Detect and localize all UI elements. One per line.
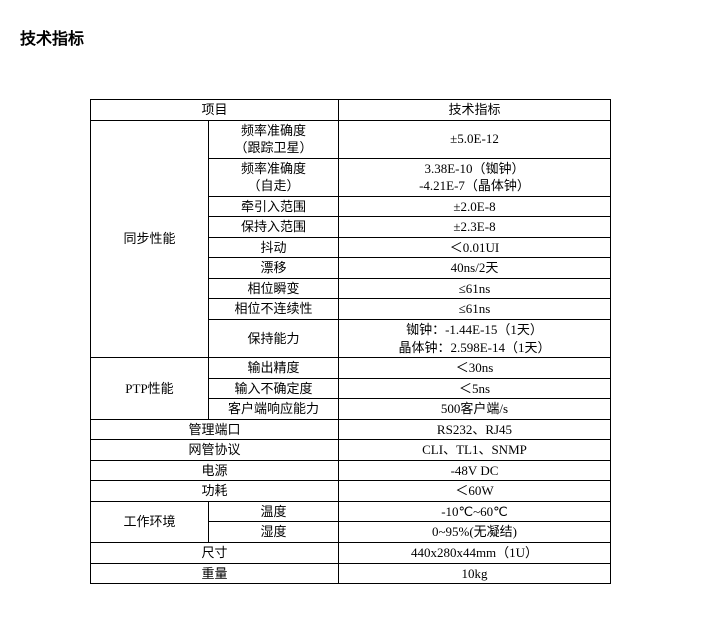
table-row: 工作环境 温度 -10℃~60℃: [90, 501, 610, 522]
cell-label: 输出精度: [208, 358, 338, 379]
cell-label: 保持入范围: [208, 217, 338, 238]
cell-label: 功耗: [90, 481, 338, 502]
cell-value: 铷钟：-1.44E-15（1天）晶体钟：2.598E-14（1天）: [339, 320, 611, 358]
cell-value: 0~95%(无凝结): [339, 522, 611, 543]
cell-value: 10kg: [339, 563, 611, 584]
cell-label: 漂移: [208, 258, 338, 279]
cell-label: 尺寸: [90, 543, 338, 564]
cell-value: ≤61ns: [339, 278, 611, 299]
cell-label: 温度: [208, 501, 338, 522]
cell-label: 保持能力: [208, 320, 338, 358]
table-row: PTP性能 输出精度 ＜30ns: [90, 358, 610, 379]
table-row: 功耗 ＜60W: [90, 481, 610, 502]
cell-label: 相位瞬变: [208, 278, 338, 299]
cell-value: 440x280x44mm（1U）: [339, 543, 611, 564]
cell-value: ±5.0E-12: [339, 120, 611, 158]
cell-label: 湿度: [208, 522, 338, 543]
page: 技术指标 项目 技术指标 同步性能 频率准确度（跟踪卫星） ±5.0E-12 频…: [0, 0, 701, 631]
cell-value: 40ns/2天: [339, 258, 611, 279]
table-row: 同步性能 频率准确度（跟踪卫星） ±5.0E-12: [90, 120, 610, 158]
cell-value: ＜5ns: [339, 378, 611, 399]
cell-value: -48V DC: [339, 460, 611, 481]
cell-value: RS232、RJ45: [339, 419, 611, 440]
cell-label: 网管协议: [90, 440, 338, 461]
cell-value: CLI、TL1、SNMP: [339, 440, 611, 461]
group-sync: 同步性能: [90, 120, 208, 358]
cell-label: 抖动: [208, 237, 338, 258]
table-row: 尺寸 440x280x44mm（1U）: [90, 543, 610, 564]
cell-label: 管理端口: [90, 419, 338, 440]
cell-label: 重量: [90, 563, 338, 584]
cell-value: ≤61ns: [339, 299, 611, 320]
spec-table: 项目 技术指标 同步性能 频率准确度（跟踪卫星） ±5.0E-12 频率准确度（…: [90, 99, 611, 584]
table-row: 重量 10kg: [90, 563, 610, 584]
cell-value: -10℃~60℃: [339, 501, 611, 522]
cell-label: 频率准确度（跟踪卫星）: [208, 120, 338, 158]
table-row: 电源 -48V DC: [90, 460, 610, 481]
cell-label: 牵引入范围: [208, 196, 338, 217]
cell-label: 频率准确度（自走）: [208, 158, 338, 196]
header-project: 项目: [90, 100, 338, 121]
cell-value: ＜30ns: [339, 358, 611, 379]
table-row: 管理端口 RS232、RJ45: [90, 419, 610, 440]
cell-value: ±2.3E-8: [339, 217, 611, 238]
page-title: 技术指标: [20, 25, 681, 49]
cell-value: ±2.0E-8: [339, 196, 611, 217]
table-header-row: 项目 技术指标: [90, 100, 610, 121]
cell-value: ＜0.01UI: [339, 237, 611, 258]
cell-label: 客户端响应能力: [208, 399, 338, 420]
group-ptp: PTP性能: [90, 358, 208, 420]
cell-value: 500客户端/s: [339, 399, 611, 420]
cell-value: ＜60W: [339, 481, 611, 502]
cell-label: 电源: [90, 460, 338, 481]
cell-label: 输入不确定度: [208, 378, 338, 399]
group-env: 工作环境: [90, 501, 208, 542]
cell-label: 相位不连续性: [208, 299, 338, 320]
table-row: 网管协议 CLI、TL1、SNMP: [90, 440, 610, 461]
header-spec: 技术指标: [339, 100, 611, 121]
cell-value: 3.38E-10（铷钟）-4.21E-7（晶体钟）: [339, 158, 611, 196]
